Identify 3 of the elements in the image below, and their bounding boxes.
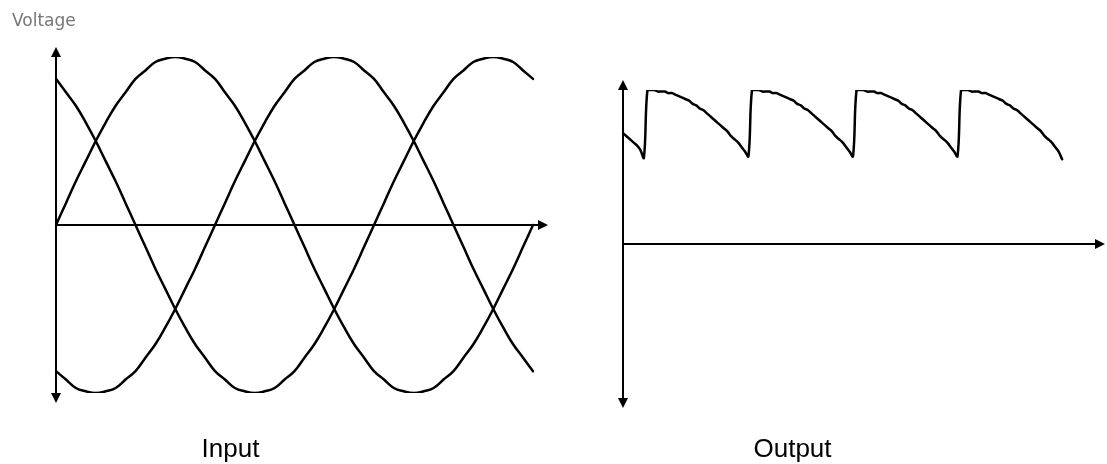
- x-axis-title: Output: [753, 433, 832, 463]
- y-axis-title: Voltage: [12, 9, 76, 31]
- x-axis-title: Input: [201, 433, 260, 463]
